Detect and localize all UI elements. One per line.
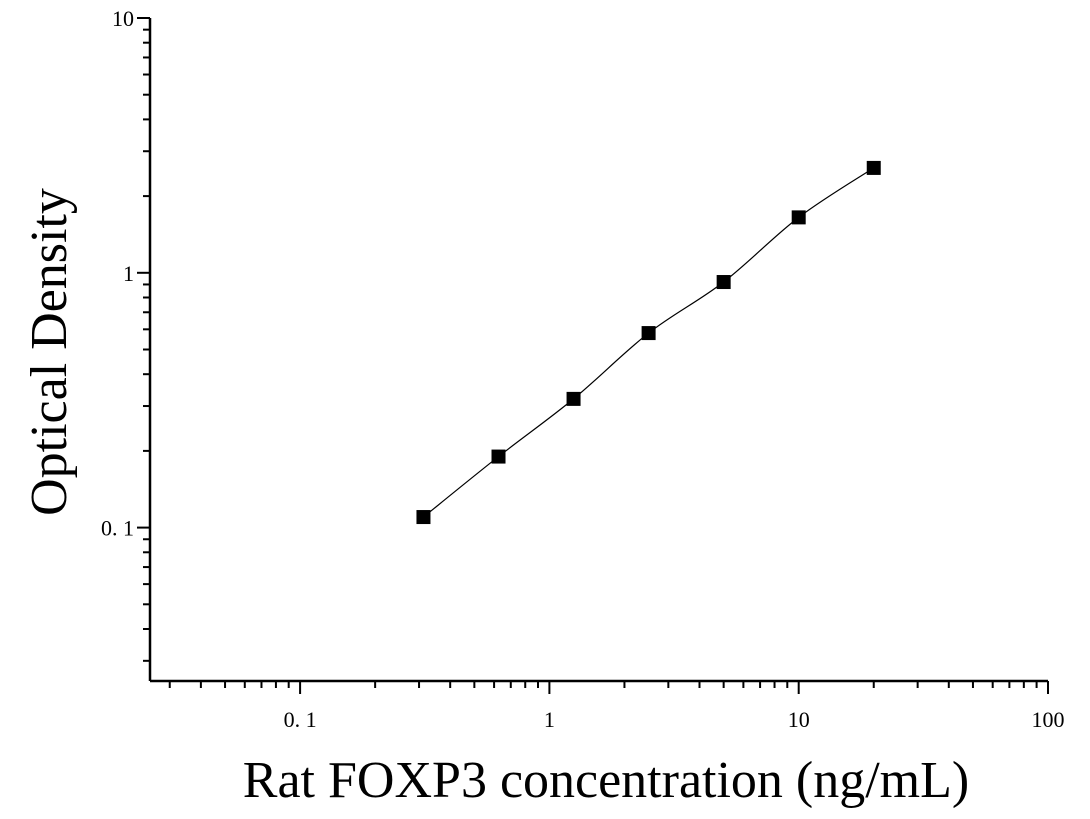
y-tick-label: 1 xyxy=(123,261,134,286)
data-point-marker xyxy=(716,275,731,290)
data-point-marker xyxy=(866,160,881,175)
x-tick-label: 100 xyxy=(1032,707,1065,732)
axes xyxy=(148,18,1048,683)
fit-curve-line xyxy=(423,167,875,518)
data-point-marker xyxy=(491,449,506,464)
y-tick-label: 10 xyxy=(112,6,134,31)
data-point-marker xyxy=(566,391,581,406)
data-point-marker xyxy=(416,510,431,525)
data-point-marker xyxy=(791,210,806,225)
x-tick-label: 0. 1 xyxy=(284,707,317,732)
data-markers xyxy=(416,160,881,525)
x-tick-label: 1 xyxy=(544,707,555,732)
x-axis-ticks: 0. 1 1 10 100 xyxy=(168,681,1065,732)
x-axis-title: Rat FOXP3 concentration (ng/mL) xyxy=(243,752,969,809)
y-tick-label: 0. 1 xyxy=(101,516,134,541)
y-axis-ticks: 0. 1 1 10 xyxy=(101,6,150,662)
data-point-marker xyxy=(641,326,656,341)
y-axis-title: Optical Density xyxy=(21,188,78,516)
x-tick-label: 10 xyxy=(788,707,810,732)
